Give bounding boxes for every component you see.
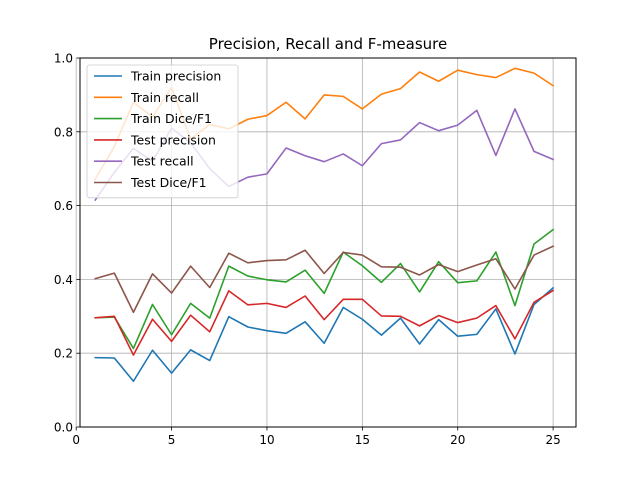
x-tick-label: 5 <box>168 433 176 447</box>
legend-label: Train recall <box>130 90 199 105</box>
legend-label: Train Dice/F1 <box>130 111 212 126</box>
legend-label: Train precision <box>130 69 221 84</box>
series-line-train-dice-f1 <box>94 228 555 350</box>
legend: Train precision Train recall Train Dice/F1… <box>86 64 239 199</box>
series-line-train-precision <box>94 286 555 383</box>
axis-ticks: 0 5 10 15 20 25 0.0 0.2 0.4 0.6 0.8 1.0 <box>54 52 561 448</box>
legend-label: Test Dice/F1 <box>130 175 207 190</box>
chart-title: Precision, Recall and F-measure <box>209 35 447 53</box>
x-tick-label: 15 <box>355 433 370 447</box>
y-tick-label: 0.0 <box>54 421 73 435</box>
y-tick-label: 0.8 <box>54 125 73 139</box>
y-tick-label: 0.4 <box>54 273 73 287</box>
y-tick-label: 0.6 <box>54 199 73 213</box>
x-tick-label: 25 <box>545 433 560 447</box>
plot-frame <box>79 57 577 428</box>
x-tick-label: 0 <box>72 433 80 447</box>
x-tick-label: 20 <box>450 433 465 447</box>
x-tick-label: 10 <box>259 433 274 447</box>
y-tick-label: 1.0 <box>54 52 73 66</box>
series-line-test-precision <box>94 289 555 356</box>
legend-label: Test precision <box>130 132 216 147</box>
legend-label: Test recall <box>130 154 194 169</box>
legend-box <box>86 64 239 199</box>
y-tick-label: 0.2 <box>54 347 73 361</box>
grid-lines <box>75 57 576 428</box>
series-line-test-dice-f1 <box>94 245 555 314</box>
